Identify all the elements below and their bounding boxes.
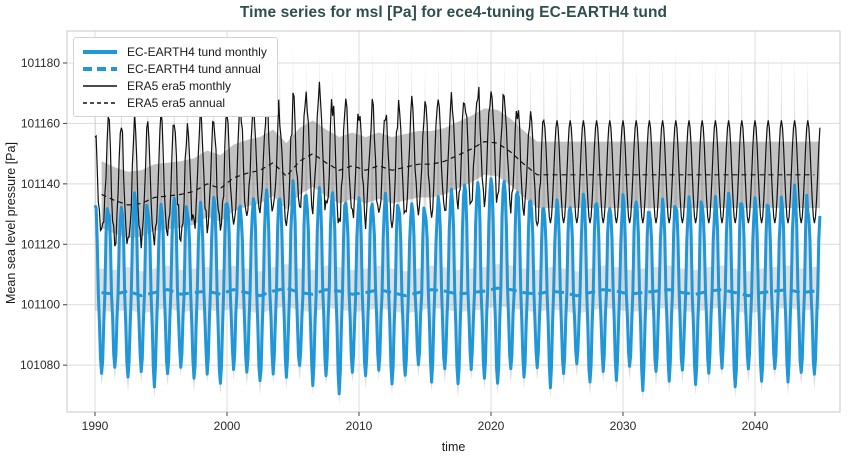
y-tick-label: 101180: [21, 56, 60, 70]
legend-item: EC-EARTH4 tund monthly: [82, 43, 267, 60]
y-tick-label: 101080: [20, 358, 60, 372]
y-axis-label: Mean sea level pressure [Pa]: [4, 142, 18, 304]
legend-item-label: EC-EARTH4 tund annual: [127, 61, 261, 76]
y-tick-label: 101160: [21, 116, 60, 130]
legend-item-label: ERA5 era5 annual: [127, 95, 226, 110]
x-tick-label: 2040: [742, 419, 769, 433]
legend-line-sample-icon: [83, 66, 117, 71]
legend-line-sample-icon: [83, 49, 117, 54]
chart-title: Time series for msl [Pa] for ece4-tuning…: [239, 4, 668, 21]
era5-monthly-line: [94, 81, 821, 249]
legend-line-sample-icon: [83, 84, 117, 87]
x-tick-label: 1990: [82, 419, 109, 433]
x-axis-label: time: [441, 440, 466, 454]
ec-earth4-monthly-line: [93, 177, 822, 396]
legend-line-sample-icon: [83, 101, 117, 104]
legend-item: EC-EARTH4 tund annual: [82, 60, 267, 77]
legend-item-label: ERA5 era5 monthly: [127, 78, 232, 93]
y-tick-label: 101140: [21, 177, 60, 191]
x-tick-label: 2000: [214, 419, 241, 433]
x-tick-label: 2020: [478, 419, 505, 433]
legend-item: ERA5 era5 monthly: [82, 77, 267, 94]
y-tick-label: 101120: [21, 237, 60, 251]
legend-item-label: EC-EARTH4 tund monthly: [127, 44, 267, 59]
legend-item: ERA5 era5 annual: [82, 94, 267, 111]
x-tick-label: 2030: [610, 419, 637, 433]
plot-border: [66, 30, 841, 413]
x-tick-label: 2010: [346, 419, 373, 433]
legend-box: EC-EARTH4 tund monthly EC-EARTH4 tund ann…: [73, 37, 278, 117]
y-tick-label: 101100: [21, 298, 60, 312]
